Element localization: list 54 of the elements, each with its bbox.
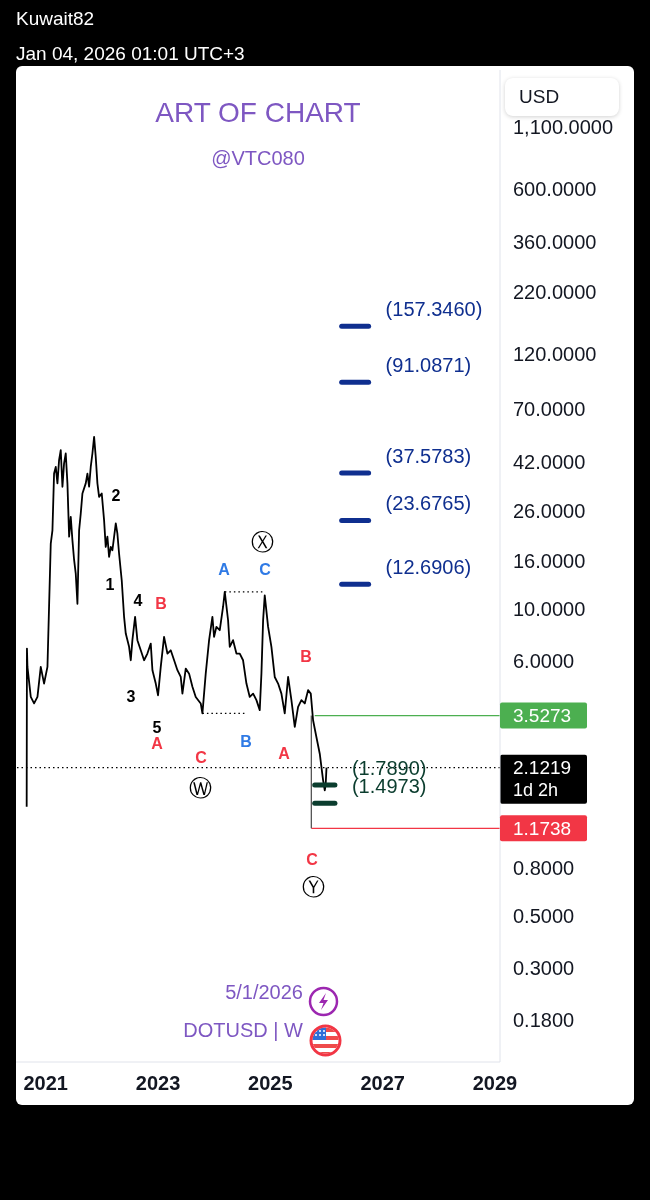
data-label: (23.6765) — [385, 492, 472, 515]
y-tick-label: 10.0000 — [513, 597, 586, 620]
text: ART OF CHART — [154, 96, 362, 130]
y-tick-label: 0.8000 — [513, 856, 575, 879]
data-label: (1.7890) — [351, 757, 427, 780]
ref-line-label: 2.1219 — [513, 757, 572, 779]
x-tick-label: 2021 — [23, 1072, 69, 1094]
annotation: 2 — [111, 486, 121, 506]
x-tick-label: 2025 — [248, 1072, 293, 1094]
annotation: A — [151, 734, 163, 754]
annotation: C — [306, 850, 318, 870]
annotation: 4 — [133, 591, 143, 611]
y-tick-label: 0.5000 — [513, 904, 575, 927]
annotation: Ⓨ — [301, 873, 325, 901]
x-tick-label: 2029 — [472, 1072, 518, 1094]
annotation: 1 — [105, 575, 115, 595]
annotation: Ⓦ — [188, 774, 212, 802]
data-label: (12.6906) — [385, 556, 472, 579]
y-tick-label: 16.0000 — [513, 549, 586, 572]
annotation: C — [259, 560, 271, 580]
annotation: B — [300, 647, 312, 667]
y-tick-label: 0.3000 — [513, 957, 575, 980]
annotation: B — [155, 594, 167, 614]
y-tick-label: 26.0000 — [513, 499, 586, 522]
annotation: A — [278, 744, 290, 764]
text: Jan 04, 2026 01:01 UTC+3 — [16, 41, 245, 65]
data-label: (37.5783) — [385, 445, 472, 468]
annotation: DOTUSD | W — [183, 1018, 303, 1042]
text: Kuwait82 — [16, 6, 95, 30]
x-tick-label: 2023 — [135, 1072, 181, 1094]
y-tick-label: 6.0000 — [513, 650, 575, 673]
data-label: 1.1738 — [513, 817, 572, 839]
data-label: (157.3460) — [385, 298, 483, 321]
y-tick-label: 220.0000 — [513, 281, 597, 304]
y-axis-title: USD — [505, 78, 619, 116]
annotation: 3 — [126, 687, 136, 707]
y-tick-label: 42.0000 — [513, 450, 586, 473]
y-tick-label: 1,100.0000 — [513, 116, 614, 139]
annotation: B — [240, 732, 252, 752]
data-label: (91.0871) — [385, 354, 472, 377]
data-label: 3.5273 — [513, 705, 572, 727]
annotation: A — [218, 560, 230, 580]
text: 1d 2h — [513, 779, 559, 801]
y-tick-label: 360.0000 — [513, 230, 597, 253]
y-tick-label: 600.0000 — [513, 178, 597, 201]
annotation: Ⓧ — [250, 528, 274, 556]
annotation: 5/1/2026 — [225, 980, 303, 1004]
x-tick-label: 2027 — [360, 1072, 405, 1094]
y-tick-label: 0.1800 — [513, 1009, 575, 1032]
annotation: C — [195, 748, 207, 768]
text: @VTC080 — [210, 146, 306, 170]
y-tick-label: 70.0000 — [513, 398, 586, 421]
annotation: 5 — [152, 718, 162, 737]
y-tick-label: 120.0000 — [513, 343, 597, 366]
